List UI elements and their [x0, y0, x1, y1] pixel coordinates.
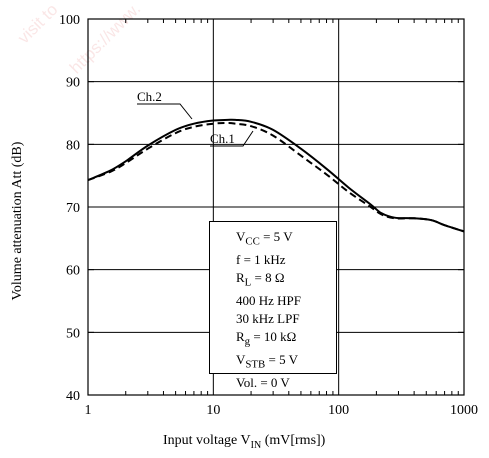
- series-label-ch1: Ch.1: [210, 131, 235, 146]
- y-axis-label: Volume attenuation Att (dB): [10, 141, 25, 301]
- x-tick-label: 100: [328, 403, 349, 418]
- leader-line-ch2: [137, 103, 193, 120]
- y-tick-label: 70: [66, 201, 80, 216]
- test-conditions-box: VCC = 5 V f = 1 kHz RL = 8 Ω 400 Hz HPF …: [209, 221, 337, 390]
- condition-line: f = 1 kHz: [236, 251, 286, 267]
- y-tick-label: 40: [66, 389, 80, 404]
- x-tick-label: 1: [85, 403, 92, 418]
- condition-line: VSTB = 5 V: [236, 352, 298, 371]
- y-tick-label: 100: [59, 13, 80, 28]
- condition-line: Vol. = 0 V: [236, 374, 290, 390]
- series-line-ch1: [87, 121, 465, 233]
- condition-line: VCC = 5 V: [236, 229, 293, 248]
- series-label-ch2: Ch.2: [137, 89, 162, 104]
- y-tick-label: 90: [66, 76, 80, 91]
- leader-line-ch1: [210, 130, 254, 147]
- x-tick-label: 1000: [450, 403, 478, 418]
- y-tick-label: 50: [66, 326, 80, 341]
- series-line-ch2: [87, 118, 465, 233]
- condition-line: 30 kHz LPF: [236, 311, 300, 326]
- condition-line: Rg = 10 kΩ: [236, 329, 297, 348]
- y-tick-label: 80: [66, 138, 80, 153]
- y-tick-label: 60: [66, 264, 80, 279]
- condition-line: RL = 8 Ω: [236, 270, 285, 289]
- condition-line: 400 Hz HPF: [236, 292, 302, 308]
- x-tick-label: 10: [206, 403, 220, 418]
- x-axis-label: Input voltage VIN (mV[rms]): [163, 433, 326, 451]
